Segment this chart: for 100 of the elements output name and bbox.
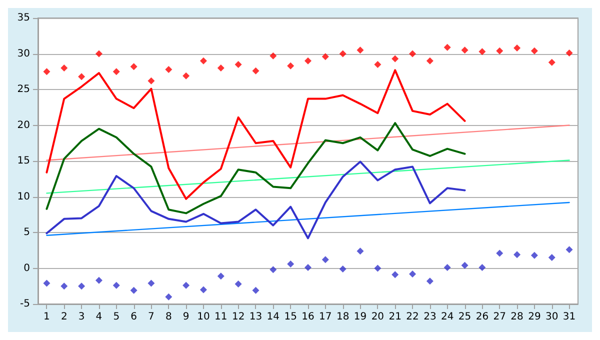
y-tick-label: 5: [24, 227, 30, 238]
point: [270, 266, 277, 274]
point: [374, 60, 382, 68]
point: [514, 251, 521, 258]
point: [409, 270, 416, 278]
point: [148, 280, 155, 287]
point: [112, 68, 120, 76]
point: [392, 55, 399, 62]
x-tick-label: 14: [266, 312, 280, 322]
point: [392, 271, 399, 278]
x-tick-label: 5: [113, 312, 120, 322]
x-tick-label: 16: [302, 312, 314, 322]
line-series: [46, 122, 466, 214]
point: [478, 264, 486, 272]
point: [252, 67, 260, 74]
point: [461, 46, 468, 54]
point: [148, 77, 155, 84]
point: [60, 64, 68, 72]
point: [43, 68, 50, 76]
x-tick-label: 31: [562, 312, 576, 322]
x-tick-label: 19: [354, 312, 367, 322]
x-tick-label: 27: [493, 312, 506, 322]
point: [234, 60, 242, 68]
point: [566, 246, 573, 254]
x-tick-label: 11: [214, 312, 228, 322]
point: [514, 44, 521, 52]
y-tick-label: 0: [24, 262, 30, 274]
point: [217, 272, 224, 280]
x-tick-label: 25: [458, 312, 472, 322]
point: [287, 62, 294, 70]
point: [182, 72, 190, 80]
point: [444, 44, 451, 51]
point: [356, 46, 364, 54]
point: [496, 250, 504, 257]
point: [165, 293, 172, 300]
y-tick-label: 20: [17, 120, 30, 131]
x-tick-label: 12: [232, 312, 245, 322]
point: [530, 252, 538, 259]
point: [95, 50, 102, 58]
y-tick-label: 10: [17, 191, 30, 202]
x-tick-label: 30: [546, 312, 558, 322]
x-tick-label: 6: [130, 312, 137, 322]
x-tick-label: 24: [440, 312, 454, 322]
point: [478, 48, 486, 56]
x-tick-label: 17: [319, 312, 332, 322]
y-tick-label: 30: [17, 48, 30, 60]
point: [356, 248, 364, 255]
point: [43, 280, 50, 287]
point: [548, 254, 556, 262]
point: [95, 276, 102, 284]
x-tick-label: 21: [388, 312, 402, 322]
point: [566, 50, 573, 57]
point: [444, 264, 451, 272]
y-tick-label: -5: [20, 298, 30, 310]
point: [78, 282, 86, 290]
point: [182, 282, 190, 289]
x-tick-label: 10: [197, 312, 210, 322]
x-tick-label: 3: [78, 312, 85, 322]
point: [548, 58, 556, 66]
x-tick-label: 13: [249, 312, 262, 322]
point: [78, 73, 86, 80]
y-tick-label: 35: [17, 12, 30, 24]
point: [426, 278, 434, 285]
point: [112, 282, 120, 289]
point: [461, 262, 468, 269]
point: [374, 264, 382, 272]
point: [60, 282, 68, 290]
x-tick-label: 23: [424, 312, 436, 322]
point: [165, 66, 172, 73]
x-tick-label: 4: [96, 312, 102, 322]
x-tick-label: 1: [44, 312, 50, 322]
x-tick-label: 20: [371, 312, 384, 322]
y-tick-label: 15: [17, 156, 30, 166]
point: [217, 64, 224, 72]
point: [322, 256, 329, 264]
x-tick-label: 2: [60, 312, 68, 322]
point: [130, 63, 138, 70]
point: [409, 50, 416, 58]
point: [287, 260, 294, 268]
point: [234, 280, 242, 288]
x-tick-label: 22: [406, 312, 419, 322]
point: [339, 50, 346, 58]
point: [270, 52, 277, 60]
point: [130, 286, 138, 294]
x-tick-label: 15: [284, 312, 297, 322]
x-tick-label: 29: [528, 312, 541, 322]
point: [252, 286, 260, 294]
point: [304, 264, 312, 272]
y-tick-label: 25: [17, 84, 30, 95]
point: [304, 57, 312, 64]
x-tick-label: 8: [165, 312, 172, 322]
point: [339, 265, 346, 272]
x-tick-label: 28: [510, 312, 524, 322]
line-series: [46, 69, 466, 200]
point: [426, 57, 434, 64]
line-series: [46, 160, 466, 240]
point: [530, 47, 538, 54]
x-tick-label: 9: [182, 312, 190, 322]
point: [496, 47, 504, 54]
x-tick-label: 7: [148, 312, 154, 322]
